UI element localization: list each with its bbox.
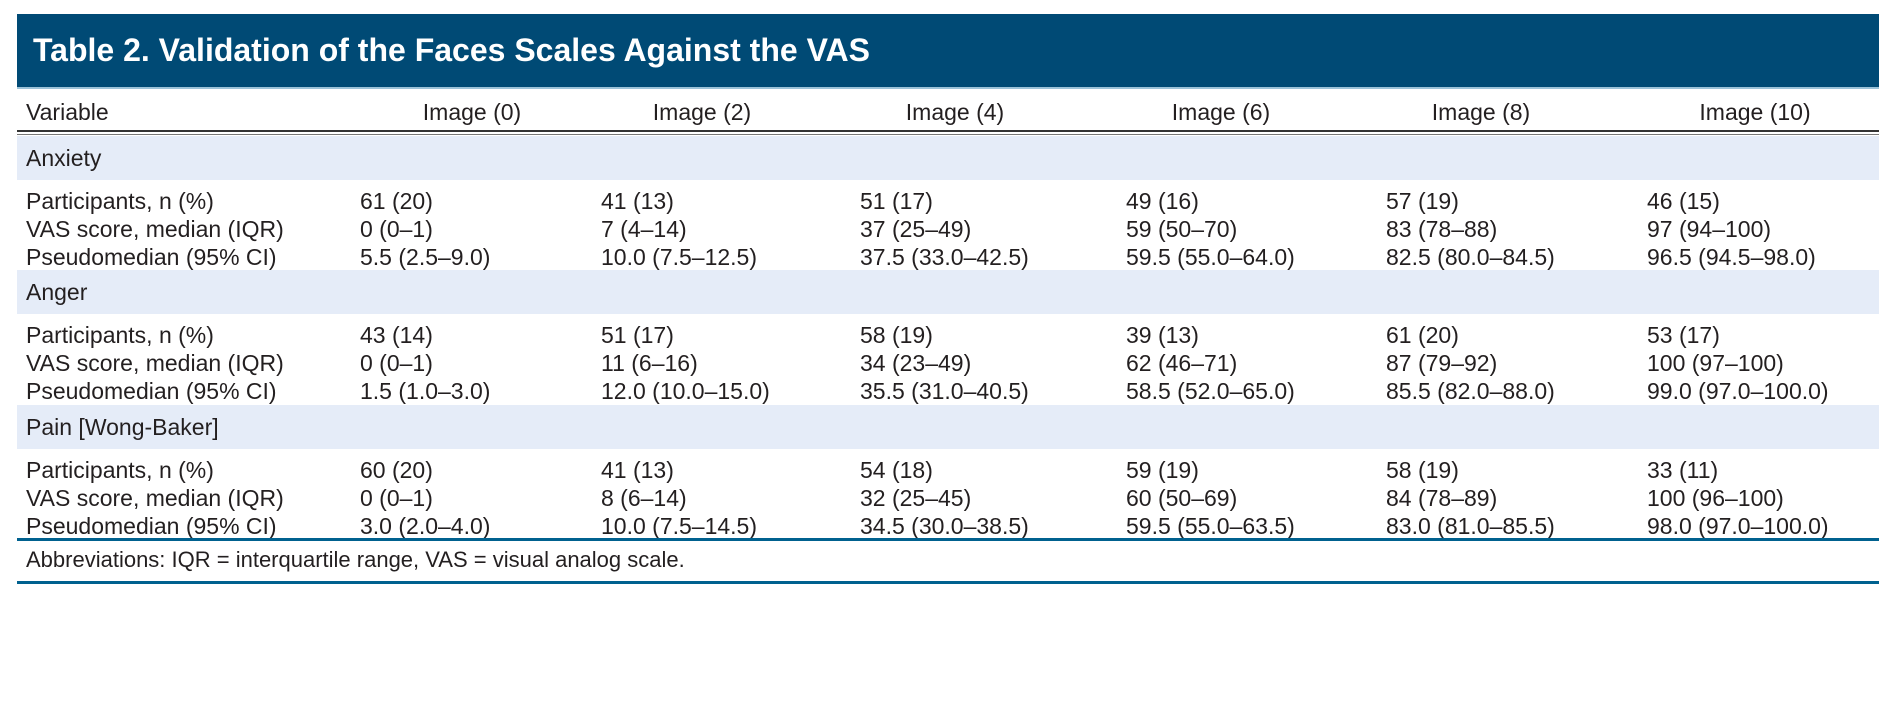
column-header: Image (4) — [905, 99, 1005, 125]
column-header: Image (6) — [1171, 99, 1271, 125]
table-cell: 8 (6–14) — [601, 485, 687, 511]
table-cell: 98.0 (97.0–100.0) — [1647, 513, 1829, 539]
header-rule — [17, 130, 1879, 135]
table-cell: 5.5 (2.5–9.0) — [360, 244, 491, 270]
row-label: Participants, n (%) — [26, 457, 214, 483]
footnote-bottom-rule — [17, 581, 1879, 584]
table-row: VAS score, median (IQR) 0 (0–1) 8 (6–14) 32… — [17, 484, 1879, 512]
table-cell: 12.0 (10.0–15.0) — [601, 378, 770, 404]
column-header: Image (2) — [652, 99, 752, 125]
table-cell: 82.5 (80.0–84.5) — [1386, 244, 1555, 270]
column-header: Image (10) — [1699, 99, 1811, 125]
table-cell: 61 (20) — [1386, 322, 1459, 348]
table-row: VAS score, median (IQR) 0 (0–1) 7 (4–14) 37… — [17, 215, 1879, 243]
row-label: VAS score, median (IQR) — [26, 216, 284, 242]
row-label: Pseudomedian (95% CI) — [26, 378, 277, 404]
table-cell: 10.0 (7.5–12.5) — [601, 244, 758, 270]
table-cell: 0 (0–1) — [360, 485, 433, 511]
table-title-band: Table 2. Validation of the Faces Scales … — [17, 14, 1879, 89]
table-cell: 85.5 (82.0–88.0) — [1386, 378, 1555, 404]
table-cell: 87 (79–92) — [1386, 350, 1498, 376]
table-cell: 96.5 (94.5–98.0) — [1647, 244, 1816, 270]
table-cell: 59.5 (55.0–64.0) — [1126, 244, 1295, 270]
table-cell: 34 (23–49) — [860, 350, 972, 376]
table-cell: 11 (6–16) — [601, 350, 698, 376]
table-cell: 57 (19) — [1386, 188, 1459, 214]
table-row: Participants, n (%) 43 (14) 51 (17) 58 (19)… — [17, 321, 1879, 349]
table-cell: 97 (94–100) — [1647, 216, 1772, 242]
table-row: Participants, n (%) 61 (20) 41 (13) 51 (17)… — [17, 187, 1879, 215]
table-cell: 59.5 (55.0–63.5) — [1126, 513, 1295, 539]
table-cell: 39 (13) — [1126, 322, 1199, 348]
table-cell: 43 (14) — [360, 322, 433, 348]
column-header: Image (8) — [1431, 99, 1531, 125]
table-cell: 83.0 (81.0–85.5) — [1386, 513, 1555, 539]
table-cell: 51 (17) — [601, 322, 674, 348]
table-cell: 99.0 (97.0–100.0) — [1647, 378, 1829, 404]
table-cell: 84 (78–89) — [1386, 485, 1498, 511]
column-header: Variable — [26, 99, 109, 125]
row-label: Pseudomedian (95% CI) — [26, 513, 277, 539]
group-header: Pain [Wong-Baker] — [17, 405, 1879, 449]
table-cell: 0 (0–1) — [360, 350, 433, 376]
table-title: Table 2. Validation of the Faces Scales … — [33, 32, 870, 68]
table-cell: 83 (78–88) — [1386, 216, 1498, 242]
table-bottom-rule — [17, 538, 1879, 541]
table-row: Pseudomedian (95% CI) 1.5 (1.0–3.0) 12.0 (… — [17, 377, 1879, 405]
group-label: Anxiety — [26, 145, 102, 171]
table-cell: 58 (19) — [1386, 457, 1459, 483]
table-cell: 51 (17) — [860, 188, 933, 214]
table-cell: 100 (97–100) — [1647, 350, 1784, 376]
table-cell: 49 (16) — [1126, 188, 1199, 214]
table-cell: 33 (11) — [1647, 457, 1719, 483]
table-cell: 62 (46–71) — [1126, 350, 1238, 376]
column-header: Image (0) — [422, 99, 522, 125]
table-row: VAS score, median (IQR) 0 (0–1) 11 (6–16) 3… — [17, 349, 1879, 377]
row-label: Participants, n (%) — [26, 188, 214, 214]
header-row: Variable Image (0) Image (2) Image (4) Image… — [17, 98, 1879, 126]
footnote: Abbreviations: IQR = interquartile range… — [26, 547, 685, 572]
table-cell: 1.5 (1.0–3.0) — [360, 378, 491, 404]
table-cell: 35.5 (31.0–40.5) — [860, 378, 1029, 404]
table-cell: 0 (0–1) — [360, 216, 433, 242]
table-cell: 37 (25–49) — [860, 216, 972, 242]
table-cell: 59 (19) — [1126, 457, 1199, 483]
table-cell: 53 (17) — [1647, 322, 1720, 348]
table-cell: 3.0 (2.0–4.0) — [360, 513, 491, 539]
table-cell: 37.5 (33.0–42.5) — [860, 244, 1029, 270]
group-header: Anger — [17, 270, 1879, 314]
table-cell: 34.5 (30.0–38.5) — [860, 513, 1029, 539]
table-cell: 46 (15) — [1647, 188, 1720, 214]
table-cell: 41 (13) — [601, 188, 674, 214]
row-label: VAS score, median (IQR) — [26, 350, 284, 376]
table-cell: 54 (18) — [860, 457, 933, 483]
table-row: Pseudomedian (95% CI) 3.0 (2.0–4.0) 10.0 (… — [17, 512, 1879, 540]
table-cell: 41 (13) — [601, 457, 674, 483]
table-row: Participants, n (%) 60 (20) 41 (13) 54 (18)… — [17, 456, 1879, 484]
table-cell: 58.5 (52.0–65.0) — [1126, 378, 1295, 404]
row-label: Pseudomedian (95% CI) — [26, 244, 277, 270]
row-label: Participants, n (%) — [26, 322, 214, 348]
group-label: Anger — [26, 279, 88, 305]
row-label: VAS score, median (IQR) — [26, 485, 284, 511]
table-cell: 58 (19) — [860, 322, 933, 348]
table-cell: 60 (50–69) — [1126, 485, 1238, 511]
group-header: Anxiety — [17, 136, 1879, 180]
group-label: Pain [Wong-Baker] — [26, 414, 219, 440]
table-cell: 10.0 (7.5–14.5) — [601, 513, 758, 539]
table-cell: 61 (20) — [360, 188, 433, 214]
table-cell: 60 (20) — [360, 457, 433, 483]
table-cell: 59 (50–70) — [1126, 216, 1238, 242]
table-cell: 100 (96–100) — [1647, 485, 1784, 511]
table-row: Pseudomedian (95% CI) 5.5 (2.5–9.0) 10.0 (… — [17, 243, 1879, 271]
table-cell: 32 (25–45) — [860, 485, 972, 511]
table-cell: 7 (4–14) — [601, 216, 687, 242]
